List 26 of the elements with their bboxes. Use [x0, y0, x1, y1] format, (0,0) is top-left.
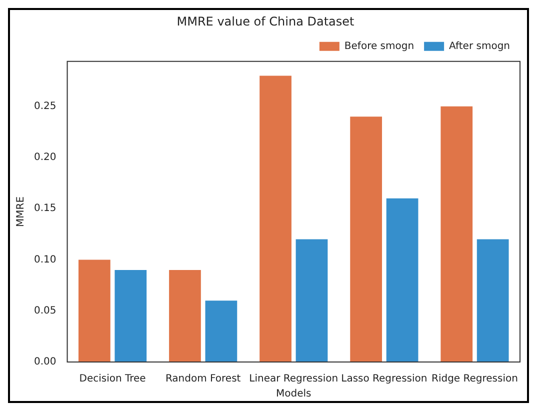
x-axis-title: Models [276, 388, 312, 400]
x-tick-label: Decision Tree [79, 374, 146, 385]
x-tick-label: Random Forest [165, 374, 241, 385]
x-tick-label: Lasso Regression [341, 374, 428, 385]
bar [350, 116, 382, 362]
y-tick-label: 0.15 [34, 203, 56, 214]
legend-label: After smogn [449, 40, 510, 52]
bar [260, 76, 292, 362]
x-tick-label: Linear Regression [249, 374, 338, 385]
y-tick-label: 0.20 [34, 152, 56, 164]
x-tick-label: Ridge Regression [432, 374, 518, 385]
bar [386, 198, 418, 362]
y-tick-label: 0.00 [34, 356, 56, 368]
bar [114, 270, 147, 362]
y-axis-title: MMRE [16, 196, 27, 227]
bar [205, 300, 238, 362]
bar [78, 260, 110, 362]
y-tick-label: 0.05 [34, 305, 56, 316]
bar [296, 239, 328, 362]
y-tick-label: 0.25 [34, 100, 56, 112]
bar [440, 106, 473, 362]
y-tick-label: 0.10 [34, 254, 56, 266]
legend-label: Before smogn [344, 40, 414, 52]
bar [476, 239, 509, 362]
bar [169, 270, 201, 362]
chart-title: MMRE value of China Dataset [176, 14, 355, 28]
